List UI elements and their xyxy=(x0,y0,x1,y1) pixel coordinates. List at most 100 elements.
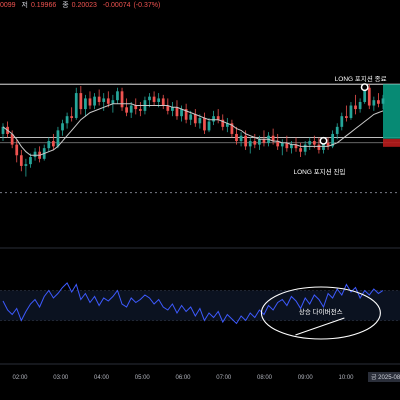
candle-body xyxy=(157,98,161,102)
candle-body xyxy=(354,105,357,110)
x-tick-label: 08:00 xyxy=(257,375,273,381)
candle-body xyxy=(276,141,280,147)
candle-body xyxy=(363,87,367,102)
candle-body xyxy=(258,139,261,145)
candle-body xyxy=(79,93,83,110)
x-tick-label: 09:00 xyxy=(298,375,314,381)
candle-body xyxy=(47,141,51,149)
oscillator-line xyxy=(2,282,384,325)
x-last-label: 금 2025-08 xyxy=(371,374,400,381)
candle-body xyxy=(253,141,257,145)
candle-body xyxy=(312,141,316,145)
x-tick-label: 06:00 xyxy=(175,375,191,381)
candle-body xyxy=(349,105,353,118)
candle-body xyxy=(129,105,133,113)
x-tick-label: 07:00 xyxy=(216,375,232,381)
candle-body xyxy=(248,141,252,147)
legend-fragment: 0099 xyxy=(0,2,16,9)
candle-body xyxy=(88,98,92,106)
candle-body xyxy=(56,130,60,147)
candle-body xyxy=(1,126,5,134)
x-tick-label: 02:00 xyxy=(12,375,28,381)
candle-body xyxy=(166,105,170,111)
candle-body xyxy=(10,133,14,145)
candle-body xyxy=(290,144,293,149)
x-last-label-bg xyxy=(368,372,400,382)
x-tick-label: 04:00 xyxy=(94,375,110,381)
candle-body xyxy=(303,144,307,152)
candle-body xyxy=(15,144,19,156)
candle-body xyxy=(280,142,284,147)
divergence-trendline xyxy=(295,317,345,336)
candle-body xyxy=(120,91,124,108)
candle-body xyxy=(180,109,183,117)
candle-body xyxy=(193,114,197,124)
legend-close-label: 종 xyxy=(62,2,69,9)
candle-body xyxy=(116,91,119,101)
entry-label: LONG 포지션 진입 xyxy=(293,167,345,176)
oscillator-band xyxy=(0,290,400,321)
candle-body xyxy=(230,123,234,134)
candle-body xyxy=(225,123,229,127)
legend-low-label: 저 xyxy=(21,2,28,9)
legend-low-value: 0.19966 xyxy=(30,2,57,9)
candle-body xyxy=(102,98,106,102)
x-tick-label: 05:00 xyxy=(135,375,151,381)
entry-marker xyxy=(319,136,328,145)
candle-body xyxy=(372,100,376,106)
candle-body xyxy=(340,116,344,127)
loss-zone xyxy=(383,138,400,147)
candle-body xyxy=(207,121,211,131)
candle-body xyxy=(299,148,302,152)
candle-body xyxy=(74,93,78,118)
legend-change-value: -0.00074 xyxy=(102,2,131,9)
candle-body xyxy=(271,135,275,142)
candle-body xyxy=(212,116,215,122)
candle-body xyxy=(221,119,225,127)
candle-body xyxy=(184,109,188,120)
candle-body xyxy=(61,123,64,131)
candle-body xyxy=(216,116,220,120)
candle-body xyxy=(285,142,289,149)
candle-body xyxy=(171,107,174,111)
divergence-ellipse xyxy=(260,286,381,340)
candle-body xyxy=(134,105,138,110)
legend-change-pct: (-0.37%) xyxy=(133,2,161,9)
x-tick-label: 03:00 xyxy=(53,375,69,381)
profit-zone xyxy=(383,84,400,139)
candle-body xyxy=(262,139,266,143)
candle-body xyxy=(19,155,23,166)
divergence-label: 상승 다이버전스 xyxy=(299,307,343,316)
candle-body xyxy=(148,96,151,101)
candle-body xyxy=(294,144,298,149)
candle-body xyxy=(33,151,37,158)
candle-body xyxy=(326,142,330,147)
candle-body xyxy=(345,116,348,118)
candle-body xyxy=(29,157,32,165)
candle-body xyxy=(125,107,128,113)
candle-body xyxy=(235,133,238,142)
candle-body xyxy=(308,141,312,145)
candle-body xyxy=(189,114,193,120)
candle-body xyxy=(175,107,179,117)
candle-body xyxy=(317,144,321,150)
candle-body xyxy=(24,164,28,166)
candle-body xyxy=(97,96,101,102)
candle-body xyxy=(152,96,156,102)
candle-body xyxy=(367,87,371,106)
candle-body xyxy=(70,116,74,118)
candle-body xyxy=(138,109,142,111)
exit-marker xyxy=(360,83,369,92)
candle-body xyxy=(335,126,339,134)
candle-body xyxy=(381,98,385,104)
candle-body xyxy=(198,117,202,124)
candle-body xyxy=(203,117,206,131)
x-tick-label: 10:00 xyxy=(338,375,354,381)
candle-body xyxy=(51,141,55,147)
candle-body xyxy=(244,135,248,147)
ohlc-legend: 0099 저 0.19966 종 0.20023 -0.00074 (-0.37… xyxy=(0,1,164,11)
candle-body xyxy=(377,100,380,104)
candle-body xyxy=(331,133,335,147)
